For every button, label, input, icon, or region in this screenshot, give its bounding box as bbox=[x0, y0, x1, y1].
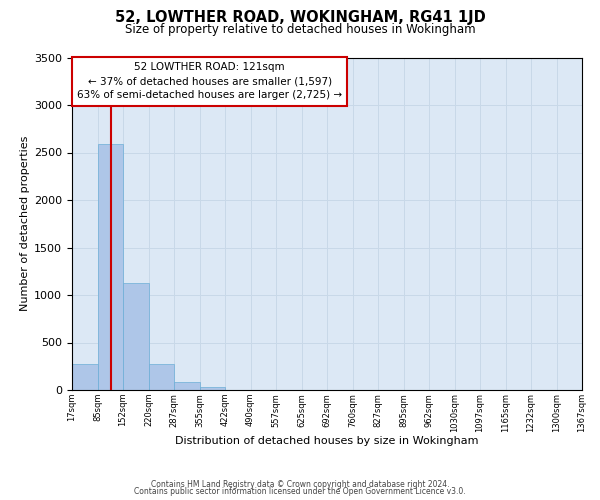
Bar bbox=[123, 282, 149, 390]
Bar bbox=[97, 144, 123, 390]
Bar bbox=[72, 364, 97, 390]
Bar bbox=[174, 382, 199, 390]
Text: 52 LOWTHER ROAD: 121sqm
← 37% of detached houses are smaller (1,597)
63% of semi: 52 LOWTHER ROAD: 121sqm ← 37% of detache… bbox=[77, 62, 342, 100]
Text: Contains public sector information licensed under the Open Government Licence v3: Contains public sector information licen… bbox=[134, 488, 466, 496]
Text: Contains HM Land Registry data © Crown copyright and database right 2024.: Contains HM Land Registry data © Crown c… bbox=[151, 480, 449, 489]
Y-axis label: Number of detached properties: Number of detached properties bbox=[20, 136, 30, 312]
Text: Size of property relative to detached houses in Wokingham: Size of property relative to detached ho… bbox=[125, 22, 475, 36]
Bar bbox=[199, 387, 225, 390]
Bar bbox=[149, 364, 174, 390]
X-axis label: Distribution of detached houses by size in Wokingham: Distribution of detached houses by size … bbox=[175, 436, 479, 446]
Text: 52, LOWTHER ROAD, WOKINGHAM, RG41 1JD: 52, LOWTHER ROAD, WOKINGHAM, RG41 1JD bbox=[115, 10, 485, 25]
